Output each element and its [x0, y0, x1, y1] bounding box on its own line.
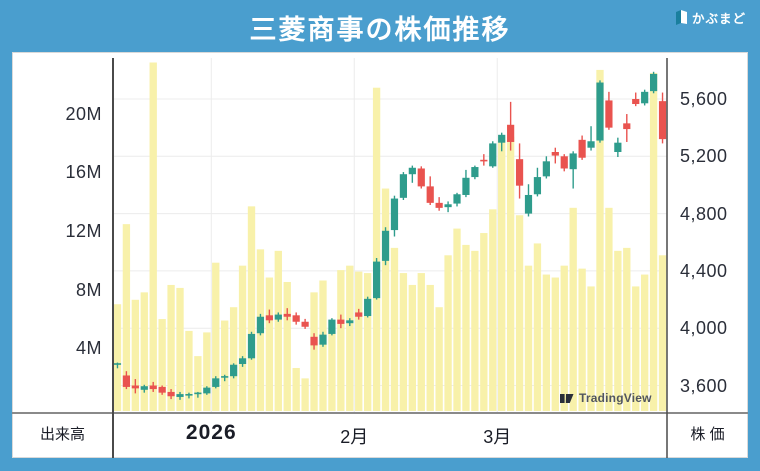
month-label: 2月: [340, 427, 369, 447]
tradingview-logo-icon: [560, 393, 574, 403]
price-tick: 5,200: [680, 146, 728, 167]
tradingview-watermark: TradingView: [560, 391, 652, 405]
page-title: 三菱商事の株価推移: [249, 15, 511, 45]
tradingview-text: TradingView: [579, 391, 652, 405]
volume-tick: 16M: [65, 162, 102, 183]
brand-name: かぶまど: [691, 11, 746, 26]
month-label: 2026: [185, 421, 237, 444]
price-tick: 4,800: [680, 203, 728, 224]
kabumado-book-icon: [675, 10, 687, 25]
volume-tick: 20M: [65, 103, 102, 124]
brand-logo: かぶまど: [675, 9, 746, 26]
month-label: 3月: [483, 427, 512, 447]
volume-tick: 12M: [65, 221, 102, 242]
volume-axis-title: 出来高: [39, 426, 85, 443]
price-tick: 4,000: [680, 318, 728, 339]
header: 三菱商事の株価推移 かぶまど: [0, 0, 760, 52]
price-axis-title: 株 価: [690, 426, 725, 443]
volume-tick: 8M: [75, 279, 102, 300]
price-tick: 3,600: [680, 375, 728, 396]
volume-tick: 4M: [75, 338, 102, 359]
price-tick: 5,600: [680, 89, 728, 109]
price-tick: 4,400: [680, 260, 728, 281]
